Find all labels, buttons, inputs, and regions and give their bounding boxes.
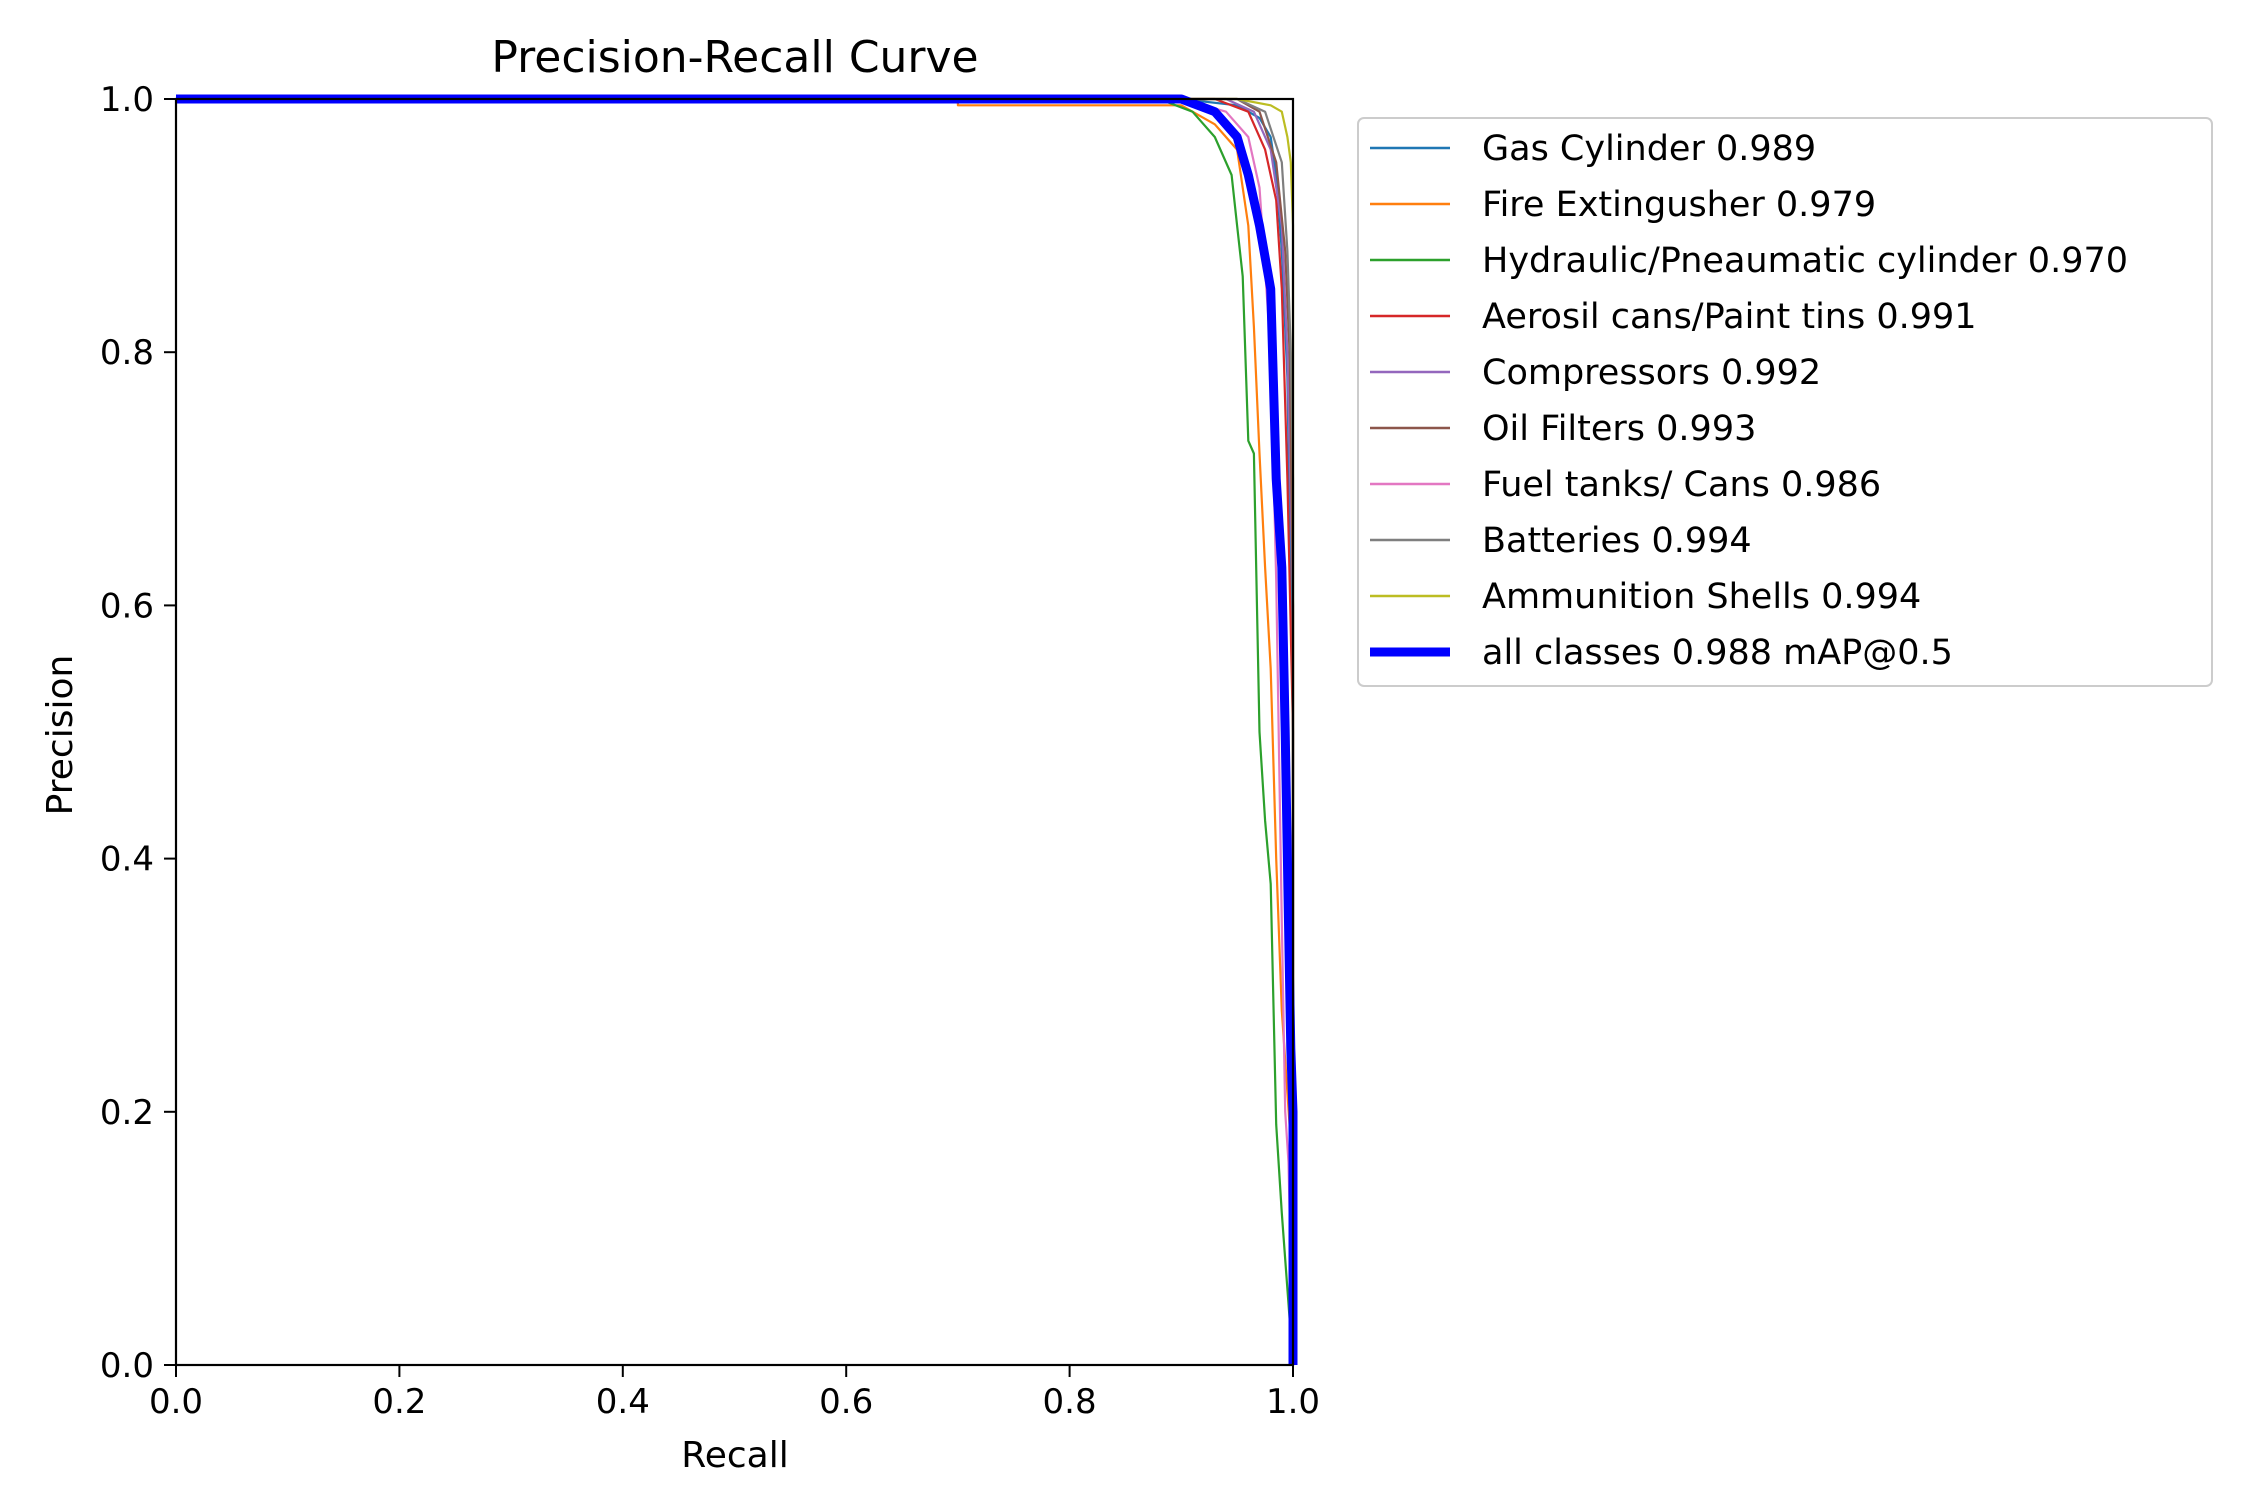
series-line-8 bbox=[176, 97, 1295, 1365]
legend-label: Hydraulic/Pneaumatic cylinder 0.970 bbox=[1482, 241, 2128, 281]
y-tick-label: 0.2 bbox=[100, 1093, 154, 1133]
legend: Gas Cylinder 0.989 Fire Extingusher 0.979… bbox=[1357, 117, 2213, 687]
y-tick-label: 0.8 bbox=[100, 333, 154, 373]
plot-area bbox=[176, 94, 1298, 1366]
series-line-5 bbox=[176, 97, 1295, 1365]
x-tick-label: 0.4 bbox=[596, 1382, 650, 1422]
series-line-4 bbox=[176, 97, 1295, 1365]
plot-frame bbox=[174, 97, 1295, 1367]
series-line-2 bbox=[176, 97, 1295, 1366]
y-tick-label: 0.0 bbox=[100, 1346, 154, 1386]
legend-label: Fire Extingusher 0.979 bbox=[1482, 185, 1876, 225]
series-line-7 bbox=[176, 97, 1295, 1365]
series-line-0 bbox=[176, 97, 1295, 1365]
axis-ticks: 0.0 0.2 0.4 0.6 0.8 1.0 0.0 0.2 0.4 0.6 0.8 1.0 bbox=[100, 80, 1320, 1422]
x-tick-label: 0.8 bbox=[1043, 1382, 1097, 1422]
x-axis-label: Recall bbox=[681, 1435, 788, 1476]
legend-label: all classes 0.988 mAP@0.5 bbox=[1482, 633, 1953, 673]
legend-label: Fuel tanks/ Cans 0.986 bbox=[1482, 465, 1881, 505]
x-tick-label: 0.2 bbox=[372, 1382, 426, 1422]
legend-frame bbox=[1357, 117, 2213, 687]
chart-title: Precision-Recall Curve bbox=[491, 32, 978, 83]
y-tick-label: 0.4 bbox=[100, 840, 154, 880]
series-line-1 bbox=[176, 97, 1295, 1365]
x-tick-label: 0.6 bbox=[819, 1382, 873, 1422]
legend-label: Oil Filters 0.993 bbox=[1482, 409, 1756, 449]
series-line-9 bbox=[176, 94, 1298, 1365]
y-tick-label: 1.0 bbox=[100, 80, 154, 120]
legend-label: Ammunition Shells 0.994 bbox=[1482, 577, 1921, 617]
x-tick-label: 1.0 bbox=[1266, 1382, 1320, 1422]
y-tick-label: 0.6 bbox=[100, 586, 154, 626]
legend-label: Batteries 0.994 bbox=[1482, 521, 1752, 561]
series-line-6 bbox=[176, 97, 1295, 1366]
legend-label: Gas Cylinder 0.989 bbox=[1482, 129, 1816, 169]
legend-label: Compressors 0.992 bbox=[1482, 353, 1821, 393]
series-line-3 bbox=[176, 97, 1295, 1365]
y-axis-label: Precision bbox=[40, 655, 81, 816]
x-tick-label: 0.0 bbox=[149, 1382, 203, 1422]
legend-label: Aerosil cans/Paint tins 0.991 bbox=[1482, 297, 1977, 337]
